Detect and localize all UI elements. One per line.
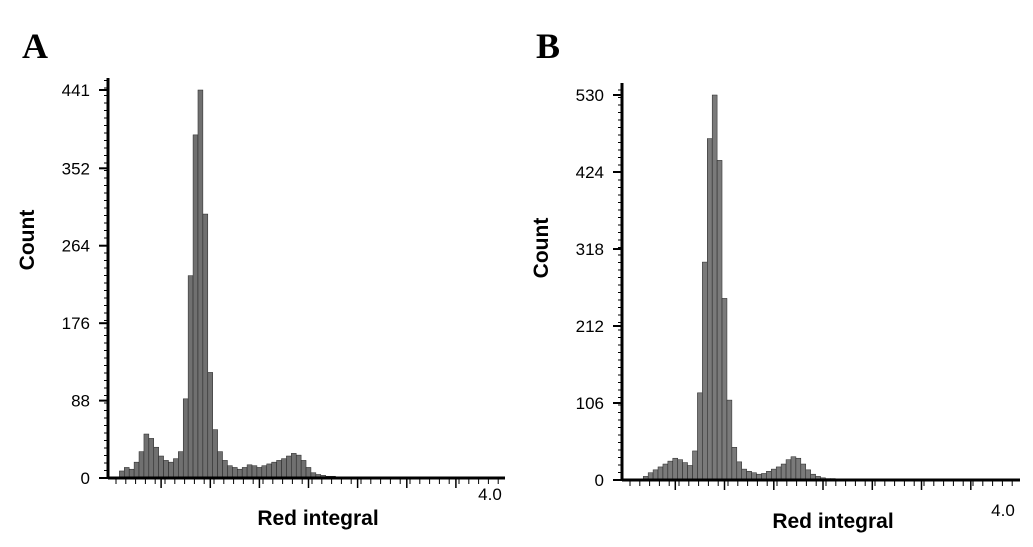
histogram-bar <box>158 455 164 479</box>
histogram-bar <box>687 465 693 481</box>
chart-panel-b: 0 106 212 318 424 530 4.0 Red integral Count <box>530 83 1020 533</box>
histogram-bar <box>662 463 669 481</box>
histogram-bar <box>291 453 297 479</box>
histogram-bar <box>153 446 159 479</box>
histogram-bar <box>173 458 179 479</box>
histogram-bar <box>697 392 703 481</box>
y-tick-label: 88 <box>71 392 90 411</box>
y-tick-label: 0 <box>81 469 90 488</box>
histogram-bar <box>780 463 787 481</box>
histogram-bar <box>702 261 708 481</box>
histogram-bar <box>716 160 723 481</box>
histogram-bar <box>667 460 674 481</box>
x-axis-title: Red integral <box>257 507 378 530</box>
histogram-bar <box>261 465 267 479</box>
histogram-bar <box>731 447 738 481</box>
y-tick-label: 176 <box>62 314 90 333</box>
y-tick-label: 530 <box>576 86 604 105</box>
histogram-bar <box>657 466 664 481</box>
histogram-bar <box>143 433 150 479</box>
y-tick-label: 212 <box>576 317 604 336</box>
histogram-bar <box>286 455 292 479</box>
histogram-bar <box>677 459 683 481</box>
y-tick-label: 106 <box>576 394 604 413</box>
histogram-bar <box>222 460 228 479</box>
chart-panel-a: 0 88 176 264 352 441 4.0 Red integral Count <box>16 78 505 530</box>
histogram-bar <box>800 463 807 481</box>
y-tick-label: 424 <box>576 163 604 182</box>
histogram-bar <box>124 467 130 479</box>
histogram-bar <box>197 89 204 479</box>
histogram-bar <box>805 469 811 481</box>
histogram-bar <box>163 460 169 479</box>
x-tick-label: 4.0 <box>991 501 1015 520</box>
histogram-bar <box>741 468 747 481</box>
histogram-bar <box>775 466 782 481</box>
histogram-bar <box>736 461 742 481</box>
x-tick-label: 4.0 <box>478 485 502 504</box>
histogram-bar <box>295 454 302 479</box>
histogram-bar <box>241 467 248 479</box>
histogram-bar <box>300 460 307 479</box>
histogram-bar <box>721 298 728 481</box>
histogram-bar <box>192 134 199 479</box>
histogram-bar <box>138 451 145 479</box>
y-axis-title: Count <box>16 210 39 271</box>
histogram-bar <box>266 463 272 479</box>
histogram-bar <box>251 465 258 479</box>
histogram-bar <box>232 467 238 479</box>
histogram-bar <box>212 429 218 479</box>
histogram-bar <box>711 94 718 481</box>
y-tick-label: 441 <box>62 81 90 100</box>
histogram-bar <box>726 399 733 481</box>
histogram-bar <box>271 461 277 479</box>
y-tick-label: 352 <box>62 159 90 178</box>
histogram-bar <box>305 467 312 479</box>
histogram-bar <box>182 398 189 479</box>
histogram-bar <box>652 469 659 481</box>
histogram-bar <box>672 457 678 481</box>
histogram-bar <box>276 460 282 479</box>
histogram-bar <box>202 213 209 479</box>
histogram-bar <box>795 457 802 481</box>
histogram-bar <box>771 468 777 481</box>
y-tick-label: 264 <box>62 237 90 256</box>
y-axis-title: Count <box>530 218 553 279</box>
histogram-bar <box>785 459 792 481</box>
histogram-bar <box>281 458 287 479</box>
histogram-bar <box>133 461 140 479</box>
histogram-bar <box>187 275 194 479</box>
y-tick-label: 0 <box>595 471 604 490</box>
histogram-bar <box>217 451 223 479</box>
histogram-bar <box>692 450 698 481</box>
histogram-bar <box>256 467 263 479</box>
histogram-bar <box>178 451 184 479</box>
histogram-bar <box>790 456 797 481</box>
histogram-bar <box>707 138 713 481</box>
x-axis-title: Red integral <box>772 510 893 533</box>
histogram-bar <box>246 464 253 479</box>
histogram-bar <box>207 372 213 479</box>
histogram-bar <box>168 461 174 479</box>
panel-letter-b: B <box>536 26 561 66</box>
histogram-bar <box>148 438 154 479</box>
panel-letter-a: A <box>22 26 48 66</box>
y-tick-label: 318 <box>576 240 604 259</box>
histogram-bar <box>682 462 688 481</box>
histogram-bar <box>227 465 233 479</box>
